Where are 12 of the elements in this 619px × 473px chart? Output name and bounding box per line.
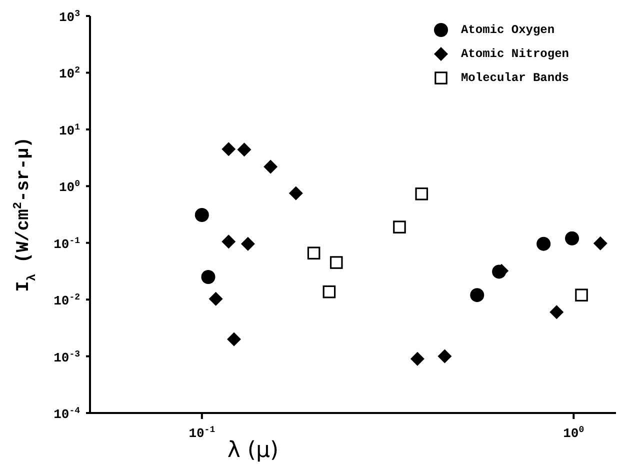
y-tick-label: 10$^{3}$: [58, 9, 80, 25]
legend-label: Atomic Oxygen: [460, 23, 555, 37]
y-tick-label: 10$^{-1}$: [54, 236, 81, 252]
y-tick-label: 10$^{2}$: [58, 66, 80, 82]
y-tick-label: 10$^{-3}$: [54, 349, 80, 366]
y-tick-label: 10$^{-4}$: [54, 406, 81, 422]
y-tick-label: 10$^{1}$: [58, 122, 81, 138]
legend-label: Molecular Bands: [460, 71, 569, 85]
legend-label: Atomic Nitrogen: [460, 47, 569, 61]
y-tick-label: 10$^{0}$: [58, 179, 80, 196]
y-tick-label: 10$^{-2}$: [54, 292, 80, 309]
x-axis-title: λ (μ): [227, 438, 279, 463]
